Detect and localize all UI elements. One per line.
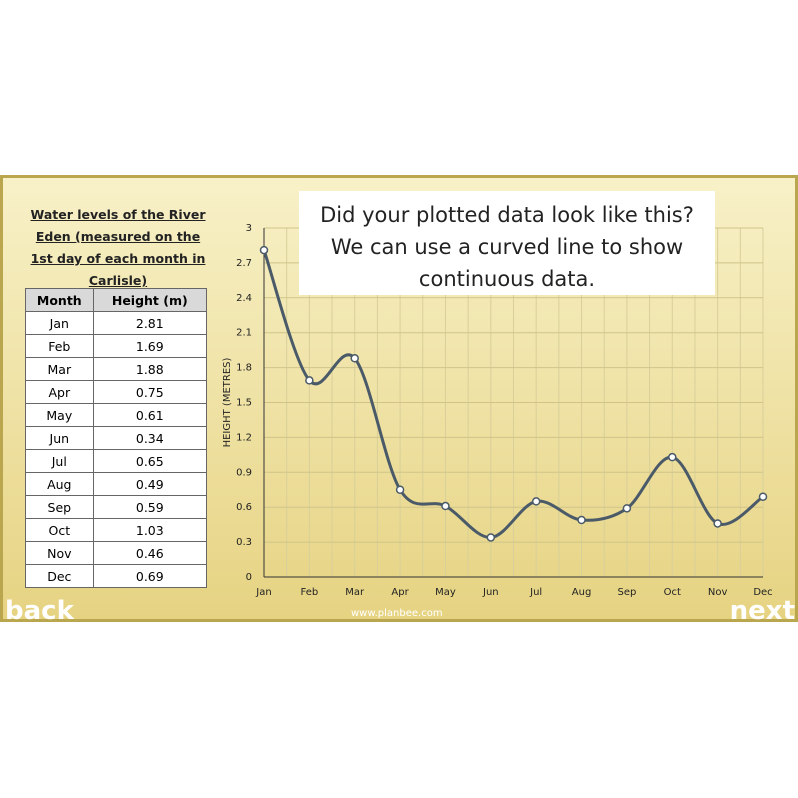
- point: [713, 519, 722, 528]
- height-cell: 1.88: [92, 357, 208, 381]
- header-cell: Height (m): [92, 288, 208, 312]
- month-cell: Dec: [25, 564, 94, 588]
- height-cell: 0.61: [92, 403, 208, 427]
- table-row: Sep 0.59: [25, 495, 208, 519]
- y-tick-label: 2.7: [236, 258, 252, 269]
- month-cell: Jul: [25, 449, 94, 473]
- x-tick-label: Nov: [708, 587, 728, 598]
- point: [531, 497, 541, 506]
- height-cell: 0.75: [92, 380, 208, 404]
- x-tick-label: Jul: [529, 587, 542, 598]
- table-row: May 0.61: [25, 403, 208, 427]
- month-cell: May: [25, 403, 94, 427]
- table-row: Dec 0.69: [25, 564, 208, 588]
- point: [305, 376, 314, 385]
- x-tick-label: Aug: [572, 587, 592, 598]
- point: [350, 354, 359, 363]
- x-tick-label: Jun: [482, 587, 499, 598]
- month-cell: Mar: [25, 357, 94, 381]
- next-button[interactable]: next: [729, 596, 795, 626]
- x-tick-label: Mar: [345, 587, 365, 598]
- height-cell: 2.81: [92, 311, 208, 335]
- header-cell: Month: [25, 288, 94, 312]
- x-tick-label: Sep: [617, 587, 636, 598]
- table-row: Feb 1.69: [25, 334, 208, 358]
- y-tick-label: 3: [246, 223, 252, 234]
- y-tick-label: 1.2: [236, 432, 252, 443]
- x-tick-label: Jan: [255, 587, 271, 598]
- point: [668, 452, 677, 462]
- data-table: Month Height (m) Jan 2.81 Feb 1.69 Mar 1.88 Ap…: [25, 288, 208, 588]
- table-row: Jan 2.81: [25, 311, 208, 335]
- height-cell: 0.49: [92, 472, 208, 496]
- x-tick-label: Oct: [664, 587, 681, 598]
- table-title: Water levels of the River Eden (measured…: [30, 207, 206, 288]
- height-cell: 0.59: [92, 495, 208, 519]
- table-row: Jun 0.34: [25, 426, 208, 450]
- table-row: Apr 0.75: [25, 380, 208, 404]
- point: [259, 245, 269, 255]
- month-cell: Nov: [25, 541, 94, 565]
- y-tick-label: 0.6: [236, 502, 252, 513]
- height-cell: 0.69: [92, 564, 208, 588]
- point: [577, 515, 586, 525]
- table-row: Jul 0.65: [25, 449, 208, 473]
- month-cell: Jan: [25, 311, 94, 335]
- height-cell: 1.03: [92, 518, 208, 542]
- back-button[interactable]: back: [5, 596, 74, 626]
- month-cell: Apr: [25, 380, 94, 404]
- table-row: Mar 1.88: [25, 357, 208, 381]
- point: [486, 533, 496, 542]
- table-row: Oct 1.03: [25, 518, 208, 542]
- y-tick-label: 0: [246, 572, 252, 583]
- height-cell: 0.46: [92, 541, 208, 565]
- y-tick-label: 0.3: [236, 537, 252, 548]
- point: [622, 504, 632, 513]
- month-cell: Oct: [25, 518, 94, 542]
- x-tick-label: Dec: [753, 587, 772, 598]
- slide: 0 0.3 0.6 0.9 1.2 1.5 1.8 2.1 2.4 2.7 3 HEIGHT (MET…: [0, 175, 798, 626]
- point: [758, 492, 768, 501]
- height-cell: 1.69: [92, 334, 208, 358]
- header-row: Month Height (m): [25, 288, 208, 312]
- y-axis-label: HEIGHT (METRES): [222, 358, 233, 448]
- x-tick-label: Apr: [391, 587, 409, 598]
- point: [395, 485, 405, 494]
- table-row: Nov 0.46: [25, 541, 208, 565]
- x-tick-label: Feb: [301, 587, 319, 598]
- month-cell: Feb: [25, 334, 94, 358]
- table-row: Aug 0.49: [25, 472, 208, 496]
- y-tick-label: 2.1: [236, 328, 252, 339]
- callout: Did your plotted data look like this? We…: [299, 191, 715, 295]
- point: [441, 501, 450, 511]
- y-tick-label: 1.5: [236, 398, 252, 409]
- month-cell: Sep: [25, 495, 94, 519]
- y-tick-label: 1.8: [236, 363, 252, 374]
- height-cell: 0.34: [92, 426, 208, 450]
- y-tick-label: 0.9: [236, 467, 252, 478]
- y-tick-label: 2.4: [236, 293, 252, 304]
- month-cell: Jun: [25, 426, 94, 450]
- month-cell: Aug: [25, 472, 94, 496]
- x-tick-label: May: [435, 587, 456, 598]
- website: www.planbee.com: [351, 608, 443, 619]
- height-cell: 0.65: [92, 449, 208, 473]
